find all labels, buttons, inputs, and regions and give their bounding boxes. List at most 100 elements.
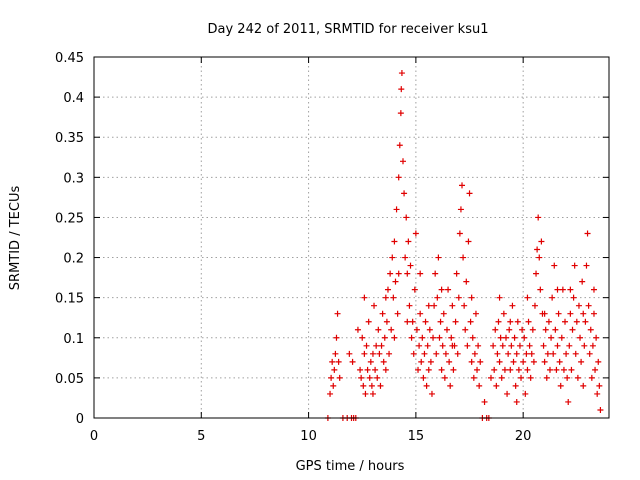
data-point [452,318,459,325]
data-point [331,366,338,373]
data-point [390,294,397,301]
data-point [433,350,440,357]
data-point [346,350,353,357]
data-point [592,366,599,373]
data-point [470,374,477,381]
data-point [507,366,514,373]
data-point [418,358,425,365]
data-point [366,374,373,381]
data-point [538,238,545,245]
data-point [551,262,558,269]
data-point [571,262,578,269]
data-point [524,366,531,373]
data-point [567,310,574,317]
data-point [450,366,457,373]
data-point [380,358,387,365]
data-point [558,334,565,341]
data-point [481,398,488,405]
data-point [490,342,497,349]
data-point [590,286,597,293]
data-point [535,214,542,221]
data-point [513,350,520,357]
data-point [333,334,340,341]
data-point [467,318,474,325]
data-point [441,374,448,381]
data-point [455,294,462,301]
data-point [557,382,564,389]
data-point [401,190,408,197]
data-point [425,302,432,309]
data-point [555,310,562,317]
data-point [395,270,402,277]
data-point [566,342,573,349]
data-point [474,366,481,373]
data-point [391,334,398,341]
data-point [541,358,548,365]
data-point [431,302,438,309]
data-point [425,366,432,373]
data-point [510,358,517,365]
data-point [544,350,551,357]
data-point [349,358,356,365]
data-point [454,350,461,357]
data-point [511,334,518,341]
data-point [545,318,552,325]
data-point [515,366,522,373]
data-point [586,350,593,357]
data-point [400,158,406,165]
data-point [541,310,548,317]
data-point [518,374,525,381]
data-point [496,358,503,365]
data-point [437,318,444,325]
data-point [378,342,385,349]
data-point [569,326,576,333]
data-point [466,190,473,197]
data-point [461,302,468,309]
data-point [374,374,381,381]
data-point [572,350,579,357]
y-tick-label: 0.25 [55,211,84,226]
data-point [365,318,372,325]
data-point [492,326,499,333]
data-point [563,350,570,357]
data-point [421,350,428,357]
data-point [327,390,334,397]
data-point [406,302,413,309]
data-point [585,302,592,309]
x-tick-label: 15 [408,429,425,444]
data-point [430,334,437,341]
data-point [453,270,460,277]
data-point [499,342,506,349]
data-point [514,318,521,325]
data-point [543,374,550,381]
data-point [520,358,527,365]
data-point [446,358,453,365]
data-point [537,286,544,293]
data-point [440,310,447,317]
y-tick-label: 0.15 [55,292,84,307]
y-axis-label: SRMTID / TECUs [8,186,23,291]
data-point [358,374,365,381]
data-point [432,270,439,277]
data-point [383,318,390,325]
data-point [498,374,505,381]
data-point [570,294,577,301]
axis-ticks: 0 5 10 15 20 0 0.05 0.1 0.15 0.2 0.25 0.3 0.35 0.4 0.4… [55,51,609,444]
y-tick-label: 0.3 [63,171,84,186]
data-point [402,254,409,261]
data-point [394,310,401,317]
data-point [546,366,553,373]
data-point [438,366,445,373]
data-point [579,278,586,285]
data-point [577,334,584,341]
data-point [404,270,411,277]
data-point [329,358,336,365]
data-point [389,254,396,261]
data-point [573,318,580,325]
x-axis-label: GPS time / hours [296,459,405,474]
data-point [436,334,443,341]
data-point [589,342,596,349]
data-point [449,302,456,309]
data-point [559,286,566,293]
